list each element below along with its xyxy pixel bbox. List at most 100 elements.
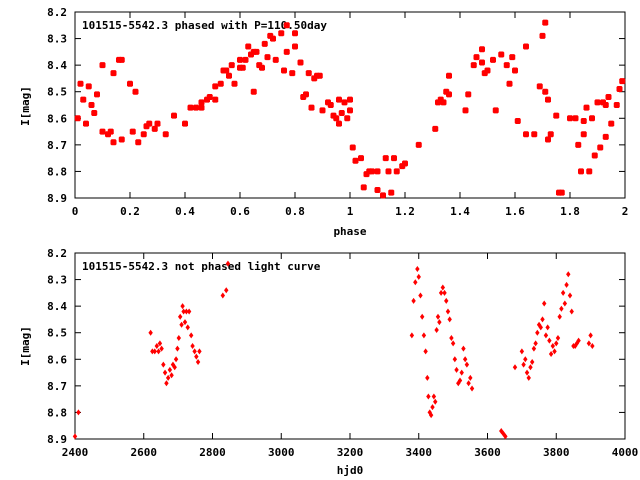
data-point — [418, 292, 423, 299]
data-point — [440, 284, 446, 291]
data-point — [588, 332, 593, 339]
data-point — [421, 332, 427, 339]
data-point — [450, 340, 456, 347]
data-point — [498, 51, 505, 58]
data-point — [297, 59, 304, 66]
data-point — [503, 62, 510, 69]
data-point — [459, 369, 464, 376]
y-tick-label: 8.5 — [47, 86, 67, 99]
data-point — [303, 91, 309, 98]
data-point — [566, 271, 571, 278]
data-point — [151, 125, 158, 132]
data-point — [415, 265, 420, 272]
x-tick-label: 4000 — [612, 446, 639, 459]
data-point — [575, 141, 582, 148]
data-point — [523, 43, 529, 50]
data-point — [432, 125, 439, 132]
data-point — [442, 289, 447, 296]
data-point — [198, 104, 205, 111]
data-point — [180, 303, 185, 310]
data-point — [94, 91, 100, 98]
data-point — [231, 80, 238, 87]
data-point — [590, 343, 595, 349]
y-ticks-bottom: 8.2 8.3 8.4 8.5 8.6 8.7 8.8 8.9 — [47, 247, 625, 446]
data-point — [259, 64, 265, 71]
data-point — [393, 168, 400, 175]
data-point — [349, 144, 356, 151]
data-point — [468, 374, 473, 381]
data-point — [542, 88, 549, 95]
data-point — [492, 107, 499, 114]
data-point — [283, 48, 290, 55]
data-point — [226, 72, 232, 79]
data-point — [190, 343, 195, 349]
data-point — [589, 115, 595, 122]
data-point — [162, 369, 168, 376]
data-point — [157, 340, 163, 347]
y-axis-label-bottom: I[mag] — [19, 326, 32, 366]
data-point — [545, 96, 551, 103]
x-tick-label: 1.2 — [395, 205, 415, 218]
y-ticks-top: 8.2 8.3 8.4 8.5 8.6 8.7 8.8 8.9 — [47, 6, 625, 205]
data-point — [413, 279, 418, 286]
data-point — [605, 94, 612, 101]
x-tick-label: 0.4 — [175, 205, 195, 218]
x-tick-label: 3800 — [543, 446, 570, 459]
data-point — [99, 128, 106, 135]
data-point — [594, 99, 601, 106]
data-point — [557, 313, 562, 320]
data-point — [292, 30, 298, 37]
data-point — [423, 348, 428, 355]
data-point — [150, 348, 155, 355]
data-point — [567, 292, 573, 299]
data-point — [506, 80, 513, 87]
data-point — [224, 287, 229, 294]
data-point — [212, 96, 219, 103]
data-point — [88, 102, 95, 108]
data-point — [99, 62, 106, 69]
data-point — [146, 120, 153, 127]
data-point — [382, 155, 389, 162]
data-point — [188, 332, 194, 339]
data-point — [521, 361, 526, 368]
data-point — [319, 107, 326, 114]
data-point — [132, 88, 139, 95]
data-point — [162, 131, 169, 138]
data-point — [569, 308, 574, 315]
x-tick-label: 2400 — [62, 446, 89, 459]
data-point — [344, 115, 351, 122]
data-points-bottom — [72, 260, 595, 440]
data-point — [283, 22, 290, 29]
data-point — [358, 155, 364, 162]
y-tick-label: 8.4 — [47, 59, 67, 72]
data-point — [454, 366, 459, 373]
data-point — [250, 88, 257, 95]
data-point — [182, 319, 188, 326]
data-point — [547, 131, 554, 138]
data-point — [193, 104, 199, 111]
data-point — [576, 337, 581, 344]
data-point — [281, 67, 287, 74]
data-point — [431, 393, 437, 400]
data-point — [452, 356, 458, 363]
data-point — [171, 112, 177, 119]
y-tick-label: 8.3 — [47, 274, 67, 287]
y-axis-label-top: I[mag] — [19, 86, 32, 126]
x-tick-label: 1.4 — [450, 205, 470, 218]
x-tick-label: 1.8 — [560, 205, 580, 218]
data-point — [524, 369, 530, 376]
data-point — [127, 80, 133, 87]
data-point — [374, 187, 381, 194]
data-point — [426, 393, 431, 400]
data-point — [545, 324, 550, 331]
data-point — [564, 281, 569, 288]
data-point — [305, 70, 312, 77]
data-point — [292, 43, 298, 50]
data-point — [449, 335, 454, 342]
data-point — [140, 131, 147, 138]
data-point — [583, 104, 590, 111]
x-tick-label: 2800 — [199, 446, 226, 459]
data-point — [559, 305, 564, 312]
data-point — [567, 115, 573, 122]
data-point — [554, 340, 559, 347]
